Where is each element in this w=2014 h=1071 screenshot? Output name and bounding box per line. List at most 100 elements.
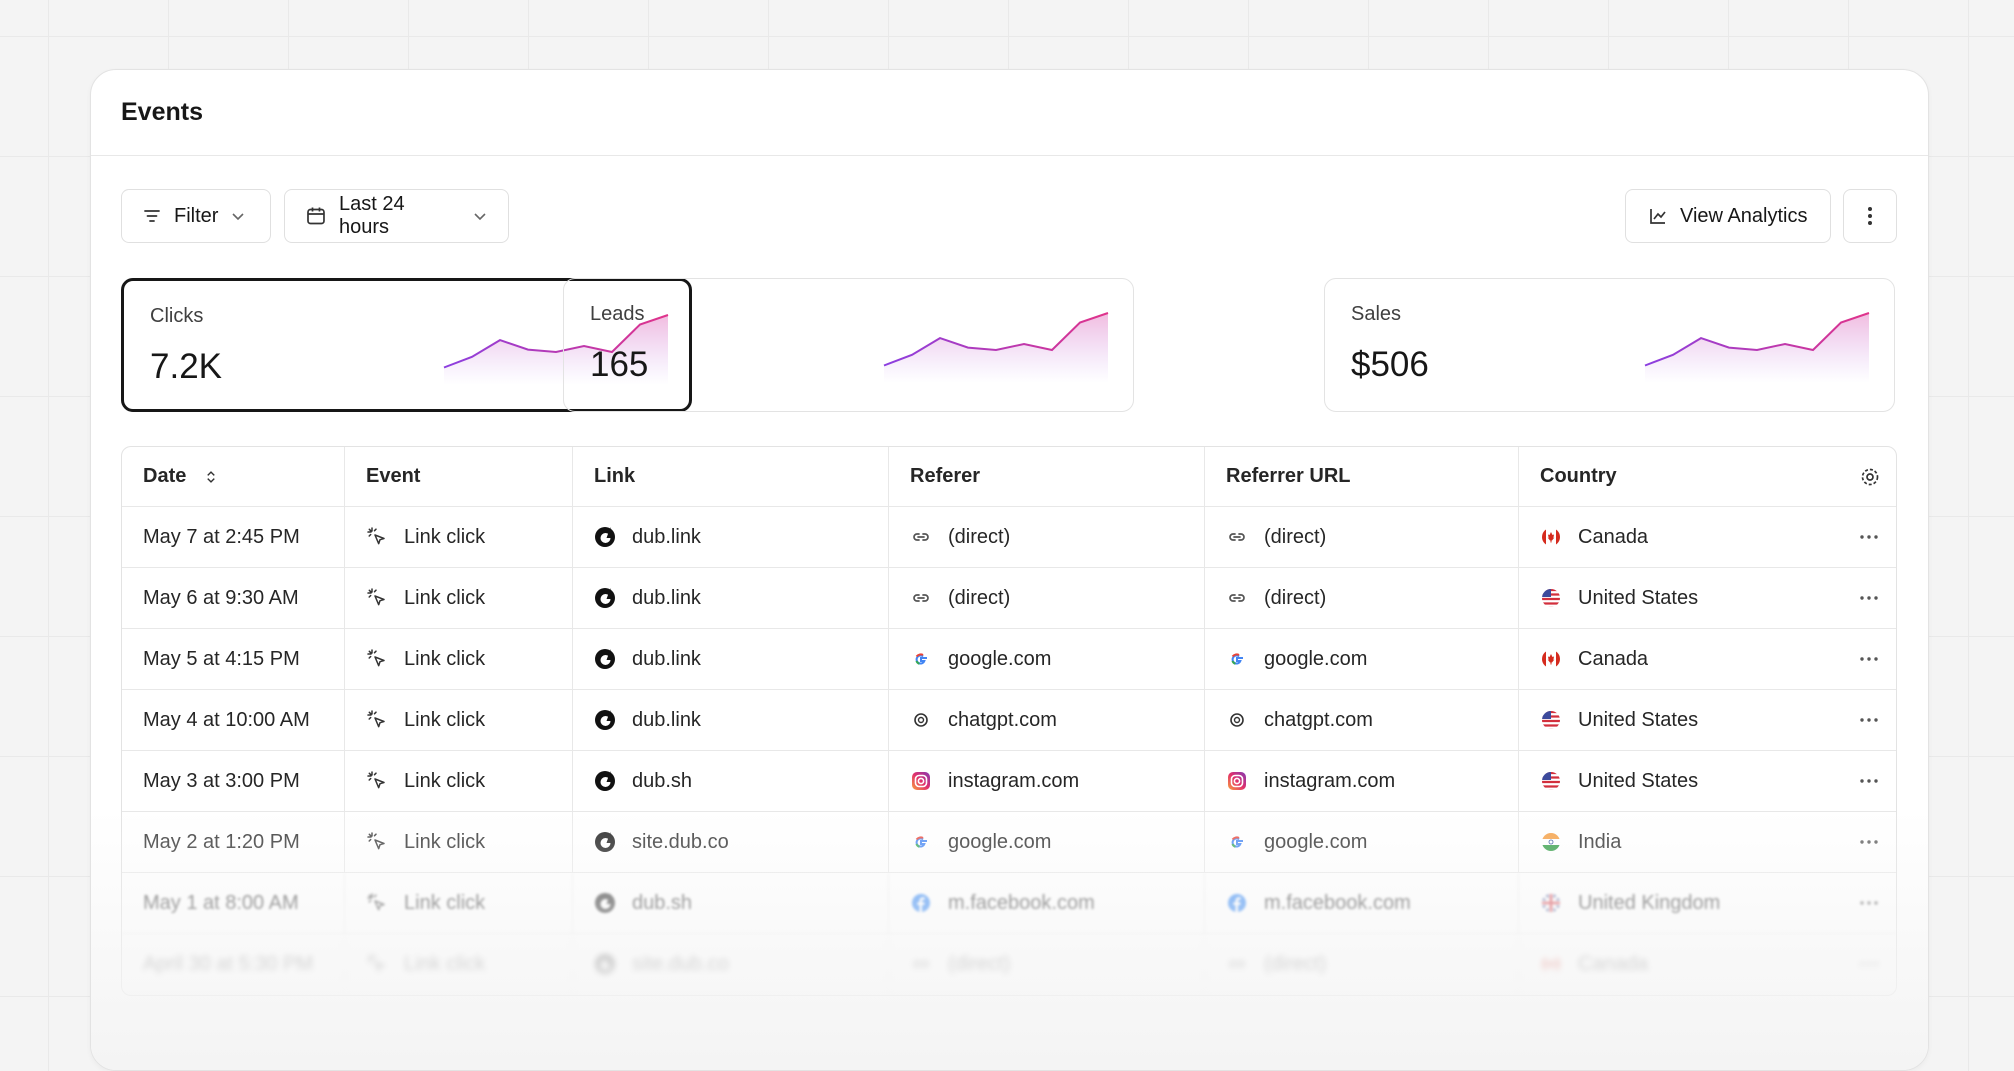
table-cell: google.com bbox=[889, 812, 1205, 872]
row-menu-icon-part bbox=[1867, 779, 1870, 782]
flag-icon-part bbox=[1540, 892, 1562, 914]
instagram-icon bbox=[910, 770, 932, 792]
table-row[interactable]: May 5 at 4:15 PMLink clickdub.linkgoogle… bbox=[122, 629, 1896, 690]
table-cell: chatgpt.com bbox=[889, 690, 1205, 750]
table-cell: (direct) bbox=[889, 507, 1205, 567]
row-menu-icon-part bbox=[1874, 901, 1877, 904]
date-range-button[interactable]: Last 24 hours bbox=[284, 189, 509, 243]
chatgpt-icon-part bbox=[1231, 714, 1243, 726]
link-icon-part bbox=[1230, 534, 1244, 540]
link-icon bbox=[1226, 587, 1248, 609]
table-row[interactable]: May 6 at 9:30 AMLink clickdub.link(direc… bbox=[122, 568, 1896, 629]
table-cell: instagram.com bbox=[889, 751, 1205, 811]
column-title: Country bbox=[1540, 465, 1617, 488]
stat-card[interactable]: Leads165 bbox=[563, 278, 1134, 412]
link-icon-part bbox=[914, 595, 928, 601]
sparkline bbox=[882, 307, 1110, 383]
click-icon-part bbox=[375, 962, 384, 971]
table-row[interactable]: May 3 at 3:00 PMLink clickdub.shinstagra… bbox=[122, 751, 1896, 812]
cell-text: chatgpt.com bbox=[1264, 709, 1373, 732]
table-cell: google.com bbox=[889, 629, 1205, 689]
flag-icon-part bbox=[1540, 892, 1562, 914]
stat-card[interactable]: Sales$506 bbox=[1324, 278, 1895, 412]
dub-logo bbox=[594, 892, 616, 914]
view-analytics-button[interactable]: View Analytics bbox=[1625, 189, 1831, 243]
cell-text: dub.sh bbox=[632, 770, 692, 793]
flag-icon-part bbox=[1540, 831, 1562, 839]
cell-text: dub.link bbox=[632, 648, 701, 671]
row-menu-icon bbox=[1858, 709, 1880, 731]
filter-button[interactable]: Filter bbox=[121, 189, 271, 243]
cell-text: Canada bbox=[1578, 526, 1648, 549]
link-icon-part bbox=[914, 534, 928, 540]
table-cell: May 7 at 2:45 PM bbox=[122, 507, 345, 567]
cell-text: Canada bbox=[1578, 953, 1648, 976]
sparkline-area bbox=[1645, 313, 1869, 383]
dub-logo bbox=[594, 648, 616, 670]
cell-text: Link click bbox=[404, 770, 485, 793]
table-cell: Link click bbox=[345, 812, 573, 872]
table-cell: Link click bbox=[345, 568, 573, 628]
header-cell: Referer bbox=[889, 447, 1205, 506]
table-row[interactable]: April 30 at 5:30 PMLink clicksite.dub.co… bbox=[122, 934, 1896, 995]
row-menu-icon-part bbox=[1867, 535, 1870, 538]
link-icon bbox=[910, 526, 932, 548]
cell-text: dub.link bbox=[632, 587, 701, 610]
table-cell: dub.link bbox=[573, 629, 889, 689]
cell-text: (direct) bbox=[948, 526, 1010, 549]
table-row[interactable]: May 4 at 10:00 AMLink clickdub.linkchatg… bbox=[122, 690, 1896, 751]
table-row[interactable]: May 7 at 2:45 PMLink clickdub.link(direc… bbox=[122, 507, 1896, 568]
table-row[interactable]: May 1 at 8:00 AMLink clickdub.shm.facebo… bbox=[122, 873, 1896, 934]
click-icon-part bbox=[375, 718, 384, 727]
click-icon bbox=[366, 953, 388, 975]
cell-text: India bbox=[1578, 831, 1621, 854]
row-menu-icon-part bbox=[1874, 718, 1877, 721]
cell-text: May 7 at 2:45 PM bbox=[143, 526, 300, 549]
cell-text: Link click bbox=[404, 892, 485, 915]
google-icon bbox=[910, 831, 932, 853]
link-icon bbox=[1226, 953, 1248, 975]
click-icon-part bbox=[375, 779, 384, 788]
facebook-icon bbox=[1226, 892, 1248, 914]
row-menu-icon bbox=[1858, 526, 1880, 548]
dub-logo bbox=[594, 526, 616, 548]
sort-icon-part bbox=[208, 472, 215, 482]
row-menu-icon bbox=[1858, 770, 1880, 792]
dub-logo bbox=[594, 709, 616, 731]
cell-text: Link click bbox=[404, 953, 485, 976]
cell-text: google.com bbox=[948, 648, 1051, 671]
cell-text: United States bbox=[1578, 587, 1698, 610]
table-cell: April 30 at 5:30 PM bbox=[122, 934, 345, 994]
filter-label: Filter bbox=[174, 205, 218, 228]
more-icon bbox=[1867, 206, 1873, 226]
row-menu-icon-part bbox=[1867, 657, 1870, 660]
cell-text: May 5 at 4:15 PM bbox=[143, 648, 300, 671]
chatgpt-icon-part bbox=[915, 714, 927, 726]
flag-icon-part bbox=[1540, 648, 1562, 670]
settings-icon-part bbox=[1863, 469, 1878, 484]
row-menu-icon-part bbox=[1860, 535, 1863, 538]
chatgpt-icon-part bbox=[919, 718, 924, 723]
sparkline bbox=[1643, 307, 1871, 383]
dub-logo bbox=[594, 770, 616, 792]
row-menu-icon-part bbox=[1860, 840, 1863, 843]
dub-logo bbox=[594, 831, 616, 853]
chatgpt-icon bbox=[910, 709, 932, 731]
cell-text: google.com bbox=[1264, 648, 1367, 671]
row-menu-icon-part bbox=[1867, 901, 1870, 904]
table-row[interactable]: May 2 at 1:20 PMLink clicksite.dub.cogoo… bbox=[122, 812, 1896, 873]
row-menu-icon bbox=[1858, 648, 1880, 670]
link-icon bbox=[910, 587, 932, 609]
column-title: Event bbox=[366, 465, 420, 488]
more-button[interactable] bbox=[1843, 189, 1897, 243]
table-cell: Link click bbox=[345, 934, 573, 994]
flag-icon-part bbox=[1540, 770, 1562, 792]
chart-icon bbox=[1648, 206, 1668, 226]
flag-icon-part bbox=[1540, 526, 1562, 548]
table-cell: May 5 at 4:15 PM bbox=[122, 629, 345, 689]
link-icon bbox=[910, 953, 932, 975]
table-cell: google.com bbox=[1205, 812, 1519, 872]
google-icon bbox=[1226, 648, 1248, 670]
click-icon-part bbox=[375, 657, 384, 666]
table-cell: Link click bbox=[345, 751, 573, 811]
